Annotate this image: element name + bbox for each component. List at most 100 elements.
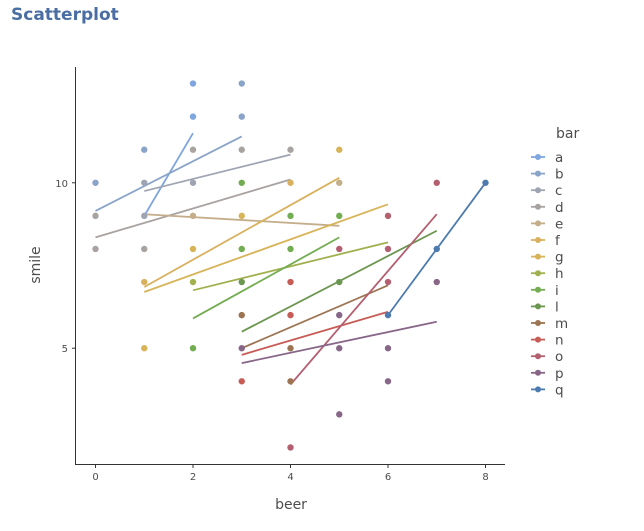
legend-key-dot xyxy=(535,237,541,243)
trend-line-o xyxy=(289,213,438,386)
data-point-p xyxy=(384,378,392,385)
legend-label: f xyxy=(555,233,561,249)
data-point-f xyxy=(141,278,148,286)
legend-label: p xyxy=(555,366,564,382)
data-point-b xyxy=(141,146,148,153)
legend-key-dot xyxy=(535,220,541,227)
x-axis-title: beer xyxy=(275,497,307,513)
data-point-i xyxy=(238,179,245,186)
legend-item-d: d xyxy=(531,200,564,216)
legend-item-l: l xyxy=(531,299,559,315)
x-tick-label: 6 xyxy=(385,472,391,483)
data-point-m xyxy=(287,378,294,385)
data-point-b xyxy=(238,80,245,87)
data-point-c xyxy=(141,212,148,220)
data-point-p xyxy=(336,411,343,418)
data-point-p xyxy=(384,345,392,352)
data-point-i xyxy=(287,212,294,220)
legend-key-dot xyxy=(535,336,541,343)
legend-item-q: q xyxy=(531,382,564,398)
trend-line-f xyxy=(143,177,340,288)
data-point-n xyxy=(287,311,294,319)
legend-key-dot xyxy=(535,353,541,360)
legend-label: b xyxy=(555,167,564,183)
legend-item-i: i xyxy=(531,283,559,299)
data-point-o xyxy=(384,245,392,253)
x-tick-label: 8 xyxy=(482,472,488,483)
legend-label: q xyxy=(555,382,564,398)
data-point-q xyxy=(384,311,392,319)
trend-line-p xyxy=(241,320,437,364)
trend-line-n xyxy=(241,310,389,356)
data-point-b xyxy=(92,179,99,186)
data-point-g xyxy=(238,212,245,220)
trend-line-i xyxy=(192,236,340,320)
trend-line-d xyxy=(95,178,291,239)
x-tick-label: 4 xyxy=(287,472,293,483)
legend-item-b: b xyxy=(531,167,564,183)
x-axis-ticks: 0 2 4 6 8 xyxy=(92,464,489,483)
y-axis-ticks: 5 10 xyxy=(55,179,76,355)
legend-item-p: p xyxy=(531,366,564,382)
data-point-d xyxy=(141,245,148,253)
data-point-i xyxy=(238,245,245,253)
data-point-o xyxy=(384,212,392,220)
legend-key-dot xyxy=(535,203,541,210)
legend-label: i xyxy=(555,283,559,299)
legend-item-f: f xyxy=(531,233,561,249)
data-point-n xyxy=(238,378,245,385)
legend-item-e: e xyxy=(531,216,563,232)
data-point-d xyxy=(189,146,197,153)
data-point-o xyxy=(384,278,392,286)
data-point-q xyxy=(433,245,440,253)
trend-line-h xyxy=(192,241,389,292)
data-point-d xyxy=(238,146,245,153)
data-point-o xyxy=(433,179,440,186)
legend-label: l xyxy=(555,299,559,315)
y-tick-label: 5 xyxy=(62,344,68,355)
data-point-d xyxy=(287,146,294,153)
data-point-o xyxy=(336,245,343,253)
legend-key-dot xyxy=(535,320,541,326)
data-point-m xyxy=(287,345,294,352)
data-point-l xyxy=(336,278,343,286)
data-point-i xyxy=(189,345,197,352)
trend-line-c xyxy=(144,153,291,192)
data-point-a xyxy=(189,113,197,120)
legend-key-dot xyxy=(535,386,541,393)
x-tick-label: 2 xyxy=(190,472,196,483)
y-tick-label: 10 xyxy=(55,179,68,190)
legend-item-g: g xyxy=(531,250,564,266)
data-point-e xyxy=(189,212,197,220)
trend-line-e xyxy=(144,213,340,227)
data-point-a xyxy=(189,80,197,87)
y-axis-title: smile xyxy=(28,246,44,283)
data-point-d xyxy=(92,212,99,220)
data-point-b xyxy=(238,113,245,120)
data-point-p xyxy=(336,345,343,352)
legend-item-c: c xyxy=(531,183,562,199)
data-point-m xyxy=(238,311,245,319)
legend-label: a xyxy=(555,150,563,166)
legend-label: e xyxy=(555,216,563,232)
data-point-q xyxy=(482,179,489,186)
legend-key-dot xyxy=(535,286,541,293)
data-point-d xyxy=(92,245,99,253)
legend-label: h xyxy=(555,266,564,282)
data-point-i xyxy=(336,212,343,220)
trend-line-m xyxy=(241,284,389,350)
legend-label: n xyxy=(555,333,564,349)
data-point-p xyxy=(336,311,343,319)
legend-key-dot xyxy=(535,270,541,277)
legend-item-o: o xyxy=(531,349,563,365)
legend-key-dot xyxy=(535,187,541,194)
legend-label: d xyxy=(555,200,564,216)
legend-title: bar xyxy=(556,126,579,142)
trend-line-g xyxy=(143,203,389,293)
data-points xyxy=(92,80,489,451)
legend-key-dot xyxy=(535,154,541,160)
legend-item-a: a xyxy=(531,150,563,166)
data-point-c xyxy=(141,179,148,186)
data-point-c xyxy=(189,179,197,186)
